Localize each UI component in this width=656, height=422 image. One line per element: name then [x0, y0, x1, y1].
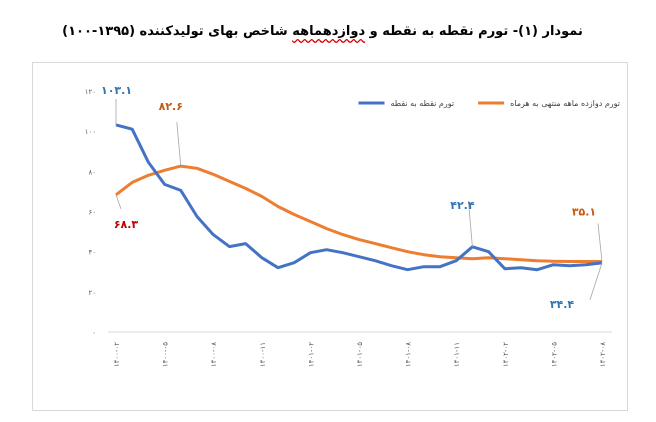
- y-tick-label: ۴۰: [88, 249, 96, 257]
- x-tick-label: ۱۴۰۲-۰۵: [550, 342, 558, 367]
- chart-title: نمودار (۱)- تورم نقطه به نقطه و دوازدهما…: [0, 24, 645, 39]
- title-misspelled-word: دوازدهماهه: [292, 24, 366, 39]
- data-label: ۸۲.۶: [159, 100, 183, 113]
- data-label-leader: [468, 200, 473, 247]
- series-line-1: [115, 164, 602, 263]
- data-label-leader: [176, 122, 182, 167]
- title-part: نمودار (۱)- تورم نقطه به نقطه و: [365, 24, 583, 39]
- y-tick-label: ۱۲۰: [85, 88, 96, 96]
- data-label: ۳۵.۱: [572, 206, 596, 219]
- data-label: ۴۲.۴: [450, 199, 475, 212]
- x-tick-label: ۱۴۰۲-۰۸: [599, 342, 607, 367]
- data-label: ۶۸.۳: [114, 218, 139, 231]
- x-tick-label: ۱۴۰۱-۰۸: [405, 342, 413, 367]
- y-tick-label: ۶۰: [88, 209, 96, 217]
- y-tick-label: ۱۰۰: [85, 128, 96, 136]
- data-label-leader: [115, 194, 122, 209]
- x-tick-label: ۱۴۰۱-۱۱: [453, 342, 461, 367]
- x-tick-label: ۱۴۰۲-۰۲: [502, 342, 510, 367]
- data-label: ۳۴.۴: [550, 298, 575, 311]
- x-tick-label: ۱۴۰۰-۰۸: [210, 342, 218, 367]
- data-label: ۱۰۳.۱: [101, 84, 132, 97]
- data-label-leader: [597, 223, 603, 262]
- x-tick-label: ۱۴۰۰-۰۵: [162, 342, 170, 367]
- x-tick-label: ۱۴۰۱-۰۵: [356, 342, 364, 367]
- x-tick-label: ۱۴۰۱-۰۲: [307, 342, 315, 367]
- title-part: شاخص بهای تولیدکننده (۱۳۹۵-۱۰۰): [62, 24, 293, 39]
- legend-label-0: تورم نقطه به نقطه: [391, 99, 455, 108]
- y-tick-label: ۸۰: [88, 168, 96, 176]
- chart-frame: [32, 62, 628, 411]
- data-label-leader: [589, 262, 603, 301]
- y-tick-label: ۰: [92, 329, 96, 337]
- legend-label-1: تورم دوازده ماهه منتهی به هرماه: [510, 99, 620, 108]
- y-tick-label: ۲۰: [88, 289, 96, 297]
- x-tick-label: ۱۴۰۰-۰۲: [113, 342, 121, 367]
- series-line-0: [115, 123, 603, 272]
- x-tick-label: ۱۴۰۰-۱۱: [259, 342, 267, 367]
